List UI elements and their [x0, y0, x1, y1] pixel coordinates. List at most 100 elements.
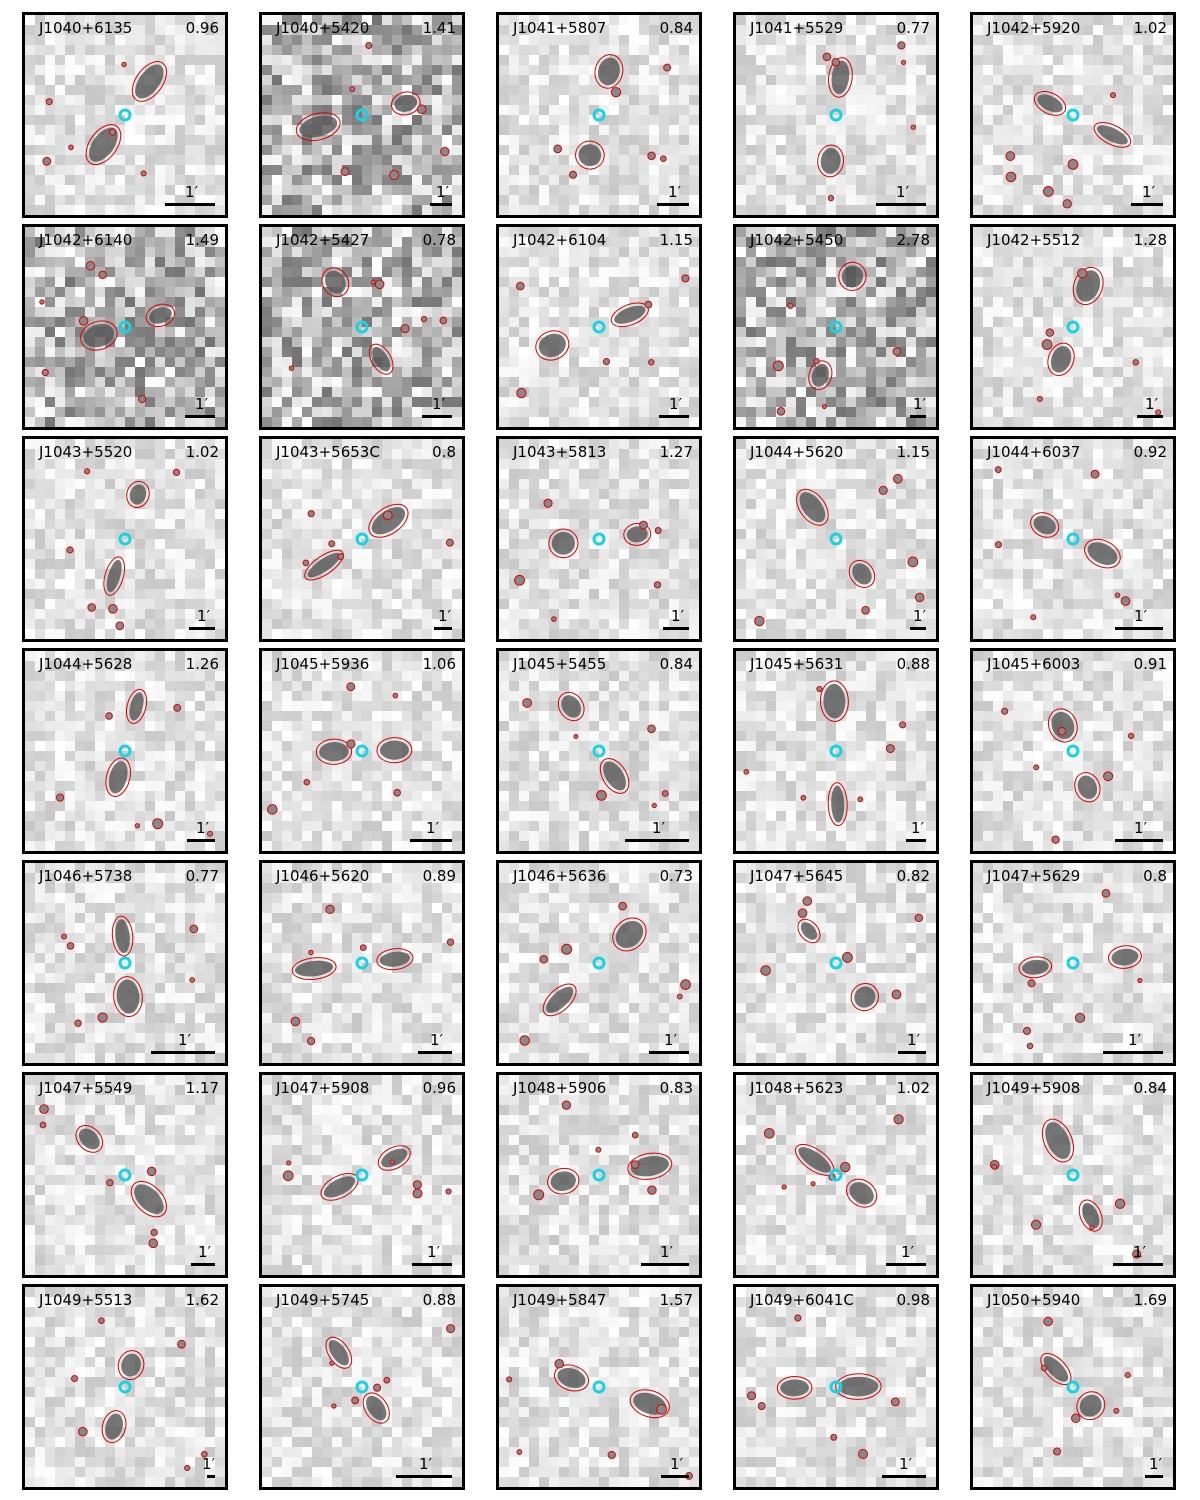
noise-pixel — [926, 327, 936, 338]
noise-pixel — [155, 479, 166, 490]
noise-pixel — [786, 65, 797, 76]
noise-pixel — [926, 65, 936, 76]
noise-pixel — [1153, 377, 1164, 388]
noise-pixel — [372, 589, 383, 600]
noise-pixel — [135, 115, 146, 126]
noise-pixel — [432, 105, 443, 116]
noise-pixel — [332, 155, 343, 166]
noise-pixel — [589, 185, 600, 196]
noise-pixel — [205, 347, 216, 358]
noise-pixel — [432, 509, 443, 520]
noise-pixel — [75, 529, 86, 540]
noise-pixel — [25, 589, 36, 600]
noise-pixel — [155, 539, 166, 550]
noise-pixel — [993, 105, 1004, 116]
noise-pixel — [983, 95, 994, 106]
noise-pixel — [916, 357, 927, 368]
noise-pixel — [1133, 95, 1144, 106]
noise-pixel — [1113, 337, 1124, 348]
noise-pixel — [856, 35, 867, 46]
noise-pixel — [402, 397, 413, 408]
noise-pixel — [1063, 155, 1074, 166]
noise-pixel — [826, 185, 837, 196]
noise-pixel — [332, 205, 343, 215]
noise-pixel — [679, 75, 690, 86]
noise-pixel — [786, 55, 797, 66]
noise-pixel — [559, 297, 570, 308]
noise-pixel — [452, 449, 462, 460]
noise-pixel — [1063, 25, 1074, 36]
noise-pixel — [442, 417, 453, 427]
noise-pixel — [786, 377, 797, 388]
noise-pixel — [332, 195, 343, 206]
noise-pixel — [679, 15, 690, 26]
noise-pixel — [756, 55, 767, 66]
noise-pixel — [55, 559, 66, 570]
noise-pixel — [906, 135, 917, 146]
noise-pixel — [569, 145, 580, 156]
noise-pixel — [145, 609, 156, 620]
noise-pixel — [135, 175, 146, 186]
noise-pixel — [669, 95, 680, 106]
noise-pixel — [579, 105, 590, 116]
noise-pixel — [619, 195, 630, 206]
noise-pixel — [185, 95, 196, 106]
noise-pixel — [362, 459, 373, 470]
noise-pixel — [75, 469, 86, 480]
noise-pixel — [1113, 237, 1124, 248]
noise-pixel — [856, 165, 867, 176]
noise-pixel — [906, 175, 917, 186]
noise-pixel — [549, 205, 560, 215]
noise-pixel — [856, 185, 867, 196]
contour-spot — [648, 359, 655, 366]
noise-pixel — [1023, 407, 1034, 418]
noise-pixel — [302, 397, 313, 408]
noise-pixel — [452, 55, 462, 66]
noise-pixel — [1033, 155, 1044, 166]
noise-pixel — [115, 65, 126, 76]
noise-pixel — [105, 599, 116, 610]
noise-pixel — [422, 407, 433, 418]
noise-pixel — [896, 287, 907, 298]
noise-pixel — [205, 529, 216, 540]
noise-pixel — [1113, 247, 1124, 258]
noise-pixel — [195, 579, 206, 590]
noise-pixel — [312, 499, 323, 510]
noise-pixel — [412, 15, 423, 26]
noise-pixel — [352, 347, 363, 358]
noise-pixel — [125, 95, 136, 106]
noise-pixel — [619, 185, 630, 196]
noise-pixel — [205, 95, 216, 106]
noise-pixel — [1133, 125, 1144, 136]
noise-pixel — [332, 15, 343, 26]
noise-pixel — [115, 25, 126, 36]
contour-spot — [897, 41, 906, 50]
noise-pixel — [35, 155, 46, 166]
noise-pixel — [55, 135, 66, 146]
noise-pixel — [442, 85, 453, 96]
noise-pixel — [312, 509, 323, 520]
noise-pixel — [926, 307, 936, 318]
noise-pixel — [442, 307, 453, 318]
noise-pixel — [866, 25, 877, 36]
noise-pixel — [372, 135, 383, 146]
noise-pixel — [1083, 135, 1094, 146]
noise-pixel — [332, 65, 343, 76]
noise-pixel — [1163, 367, 1173, 378]
noise-pixel — [836, 185, 847, 196]
noise-pixel — [766, 357, 777, 368]
noise-pixel — [1043, 317, 1054, 328]
noise-pixel — [916, 105, 927, 116]
noise-pixel — [432, 95, 443, 106]
noise-pixel — [422, 459, 433, 470]
noise-pixel — [272, 449, 283, 460]
noise-pixel — [599, 367, 610, 378]
noise-pixel — [195, 459, 206, 470]
noise-pixel — [65, 155, 76, 166]
noise-pixel — [886, 35, 897, 46]
noise-pixel — [669, 347, 680, 358]
noise-pixel — [332, 539, 343, 550]
noise-pixel — [452, 417, 462, 427]
noise-pixel — [342, 307, 353, 318]
noise-pixel — [352, 307, 363, 318]
